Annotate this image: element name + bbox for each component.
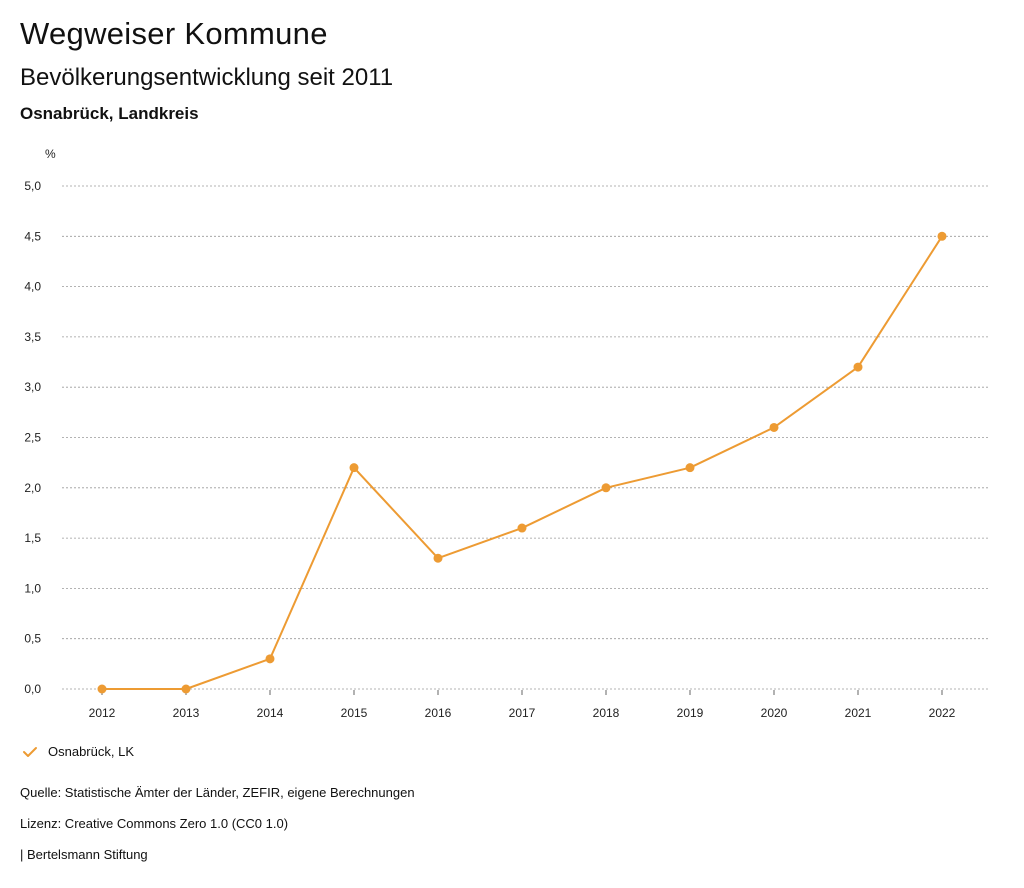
- x-tick-label: 2018: [593, 706, 620, 720]
- data-point: [181, 684, 191, 694]
- y-tick-label: 0,5: [24, 632, 41, 646]
- page-title: Wegweiser Kommune: [20, 16, 328, 51]
- source-note: Quelle: Statistische Ämter der Länder, Z…: [20, 785, 415, 800]
- data-point: [937, 231, 947, 241]
- y-tick-label: 5,0: [24, 179, 41, 193]
- data-point: [433, 553, 443, 563]
- y-tick-label: 0,0: [24, 682, 41, 696]
- series-line: [102, 235, 943, 690]
- x-tick-label: 2020: [761, 706, 788, 720]
- chart-subtitle: Bevölkerungsentwicklung seit 2011: [20, 64, 394, 91]
- x-tick-label: 2022: [929, 706, 956, 720]
- x-axis-ticks: 2012 2013 2014 2015 2016 2017 2018 2019 2020 2021…: [89, 690, 956, 720]
- x-tick-label: 2016: [425, 706, 452, 720]
- data-point: [97, 684, 107, 694]
- region-name: Osnabrück, Landkreis: [20, 104, 199, 123]
- data-point: [349, 463, 359, 473]
- data-point: [769, 422, 779, 432]
- y-axis-unit: %: [45, 147, 56, 161]
- x-tick-label: 2013: [173, 706, 200, 720]
- x-tick-label: 2014: [257, 706, 284, 720]
- data-point: [517, 523, 527, 533]
- y-tick-label: 3,0: [24, 380, 41, 394]
- x-tick-label: 2017: [509, 706, 536, 720]
- y-tick-label: 1,5: [24, 531, 41, 545]
- y-tick-label: 4,5: [24, 229, 41, 243]
- y-tick-label: 2,5: [24, 431, 41, 445]
- x-tick-label: 2015: [341, 706, 368, 720]
- x-tick-label: 2019: [677, 706, 704, 720]
- data-point: [853, 362, 863, 372]
- license-note: Lizenz: Creative Commons Zero 1.0 (CC0 1…: [20, 816, 289, 831]
- legend[interactable]: Osnabrück, LK: [22, 744, 134, 759]
- data-point: [265, 654, 275, 664]
- y-tick-label: 1,0: [24, 581, 41, 595]
- data-point: [685, 463, 695, 473]
- line-chart: 0,00,51,01,52,02,53,03,54,04,55,0 2012 20…: [24, 147, 990, 720]
- y-tick-label: 3,5: [24, 330, 41, 344]
- grid-layer: [62, 185, 990, 690]
- publisher-note: | Bertelsmann Stiftung: [20, 847, 148, 862]
- x-tick-label: 2021: [845, 706, 872, 720]
- y-tick-label: 4,0: [24, 280, 41, 294]
- legend-label: Osnabrück, LK: [48, 744, 134, 759]
- data-point: [601, 483, 611, 493]
- y-axis-ticks: 0,0 0,5 1,0 1,5 2,0 2,5 3,0 3,5 4,0 4,5 5,0: [24, 179, 41, 696]
- series-layer: [97, 231, 947, 694]
- y-tick-label: 2,0: [24, 481, 41, 495]
- x-tick-label: 2012: [89, 706, 116, 720]
- legend-check-icon: [23, 746, 37, 757]
